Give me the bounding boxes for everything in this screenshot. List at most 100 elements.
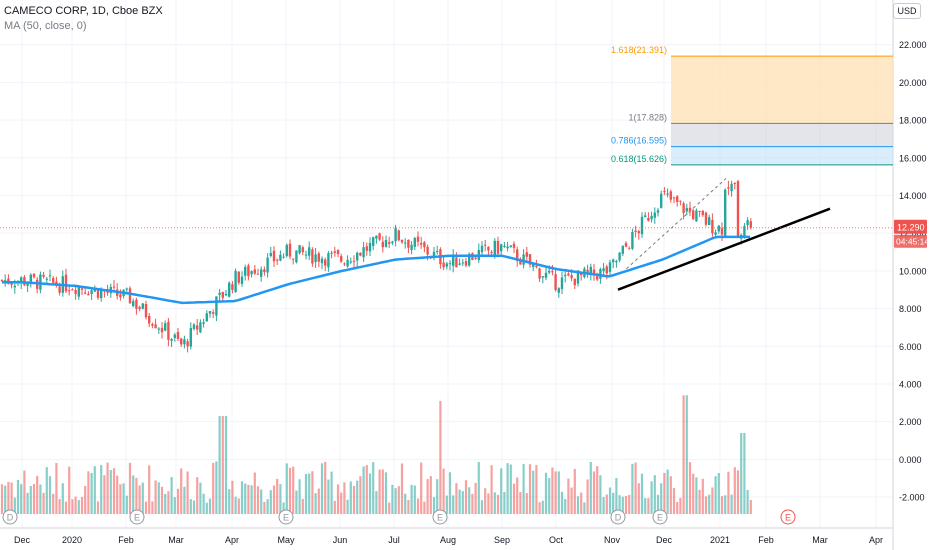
candle-body [420,243,423,245]
volume-bar [436,479,439,514]
volume-bar [266,499,269,514]
volume-bar [624,496,628,514]
candle-body [167,321,170,340]
volume-bar [618,495,621,514]
candle-body [423,242,426,248]
volume-bar [416,498,420,514]
candle-body [519,259,522,265]
candle-body [292,258,295,260]
volume-bar [173,497,176,514]
candle-body [724,189,727,238]
volume-bar [228,489,231,514]
volume-bar [144,501,148,514]
volume-bar [640,473,644,514]
ma-line [2,235,750,305]
candle-body [602,268,605,272]
candle-body [20,277,23,283]
volume-bar [717,473,720,514]
candle-body [100,289,103,299]
volume-bar [394,488,397,514]
candle-body [71,289,74,291]
candle-body [618,252,621,261]
event-marker[interactable]: E [780,509,796,525]
volume-bar [708,494,711,514]
volume-bar [340,492,343,514]
volume-bar [269,490,272,514]
candle-body [397,230,400,241]
volume-bar [714,476,717,514]
candle-body [503,246,506,248]
candle-body [205,313,208,322]
candle-body [448,263,452,265]
candle-body [436,251,439,253]
time-tick-label: Aug [440,535,456,545]
event-marker[interactable]: E [432,509,448,525]
candle-body [157,328,160,330]
event-marker[interactable]: E [129,509,145,525]
event-marker[interactable]: D [610,509,626,525]
ma-indicator-label[interactable]: MA (50, close, 0) [4,20,87,32]
volume-bar [311,471,314,514]
price-tick-label: 20.000 [899,78,927,88]
candle-body [650,215,653,220]
volume-bar [679,497,682,514]
candle-body [45,278,48,280]
event-marker[interactable]: E [652,509,668,525]
volume-bar [704,496,708,514]
volume-bar [746,489,749,514]
candle-body [64,274,68,292]
time-tick-label: Jun [333,535,348,545]
price-tick-label: 14.000 [899,191,927,201]
event-marker[interactable]: D [2,509,18,525]
candle-body [676,196,679,202]
candle-body [368,243,372,252]
volume-bar [0,484,4,514]
candle-body [490,252,493,254]
candle-body [672,197,676,199]
volume-bar [727,471,730,514]
candle-body [29,274,32,284]
volume-bar [506,463,509,514]
volume-bar [333,500,336,514]
event-marker[interactable]: E [278,509,294,525]
candle-body [404,242,407,244]
volume-bar [368,473,372,514]
volume-bar [359,476,362,514]
volume-bar [199,482,202,514]
volume-bar [468,487,471,514]
candle-body [548,270,551,273]
fib-zone [671,56,893,124]
time-tick-label: Nov [604,535,621,545]
candle-body [695,210,698,222]
time-tick-label: Jul [388,535,400,545]
volume-bar [23,470,26,514]
volume-bar [336,484,340,514]
time-tick-label: Dec [656,535,673,545]
volume-bar [749,500,752,514]
volume-bar [125,495,128,514]
fib-anchor-line [621,178,727,274]
volume-bar [39,484,42,514]
symbol-title[interactable]: CAMECO CORP, 1D, Cboe BZX [4,5,163,17]
candle-body [327,253,330,268]
volume-bar [109,470,112,514]
candle-body [276,259,279,261]
volume-bar [519,491,522,514]
candle-body [279,254,282,261]
candle-body [132,301,135,307]
volume-bar [135,477,138,514]
currency-badge[interactable]: USD [893,3,921,19]
candle-body [452,254,455,266]
volume-bar [512,483,516,514]
volume-bar [327,479,330,514]
volume-bar [631,463,634,514]
candle-body [746,220,749,225]
price-tag: 12.290 04:45:14 [894,219,929,248]
candle-body [80,288,84,290]
candle-body [445,263,448,267]
candle-body [615,260,618,263]
candle-body [263,269,266,273]
volume-bar [644,498,647,514]
candle-body [375,235,378,239]
